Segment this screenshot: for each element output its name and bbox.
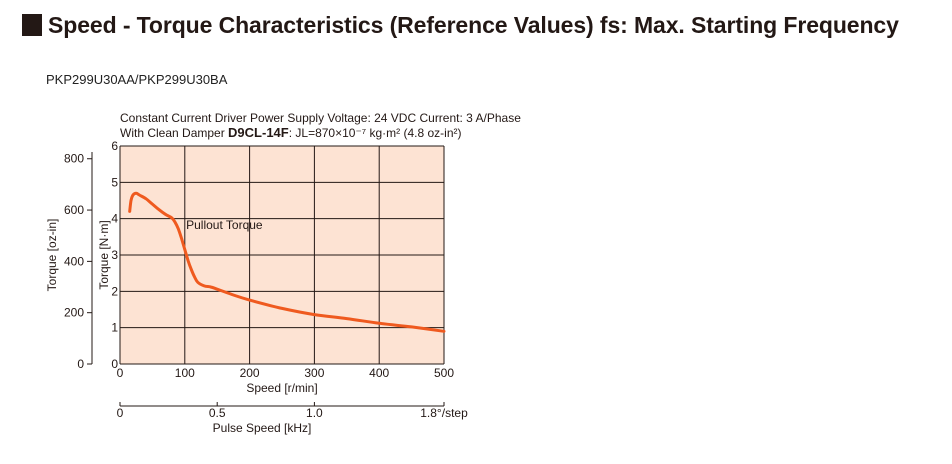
y-tick-label-nm: 1 (111, 321, 118, 335)
title-square-icon (22, 14, 42, 36)
series-label-pullout-torque: Pullout Torque (186, 218, 263, 232)
y-tick-label-nm: 0 (111, 357, 118, 371)
x-tick-label-pulse: 0 (117, 406, 124, 420)
y-tick-label-ozin: 800 (64, 152, 84, 166)
y-tick-label-nm: 5 (111, 175, 118, 189)
y-axis-label-ozin: Torque [oz-in] (45, 219, 59, 292)
x-tick-label-pulse: 0.5 (209, 406, 226, 420)
conditions-prefix: With Clean Damper (120, 126, 228, 140)
y-tick-label-nm: 3 (111, 248, 118, 262)
section-title: Speed - Torque Characteristics (Referenc… (22, 9, 899, 41)
y-axis-label-nm: Torque [N·m] (97, 220, 111, 289)
model-name: PKP299U30AA/PKP299U30BA (46, 72, 228, 87)
title-text: Speed - Torque Characteristics (Referenc… (48, 11, 899, 38)
x-tick-label-speed: 200 (240, 366, 260, 380)
x-tick-label-speed: 0 (117, 366, 124, 380)
y-tick-label-nm: 2 (111, 284, 118, 298)
conditions-line-2: With Clean Damper D9CL-14F: JL=870×10⁻⁷ … (120, 125, 461, 140)
damper-model: D9CL-14F (228, 125, 289, 140)
conditions-suffix: : JL=870×10⁻⁷ kg·m² (4.8 oz-in²) (289, 126, 462, 140)
x-tick-label-speed: 300 (304, 366, 324, 380)
conditions-line-1: Constant Current Driver Power Supply Vol… (120, 111, 521, 125)
x-tick-label-speed: 500 (434, 366, 454, 380)
x-tick-label-speed: 400 (369, 366, 389, 380)
x-axis-label-speed: Speed [r/min] (246, 381, 317, 395)
x-axis-label-pulse: Pulse Speed [kHz] (213, 421, 312, 435)
y-tick-label-ozin: 600 (64, 203, 84, 217)
y-tick-label-ozin: 400 (64, 254, 84, 268)
pulse-step-label: 1.8°/step (420, 406, 468, 420)
y-tick-label-nm: 4 (111, 212, 118, 226)
x-tick-label-pulse: 1.0 (306, 406, 323, 420)
y-tick-label-ozin: 0 (77, 357, 84, 371)
x-tick-label-speed: 100 (175, 366, 195, 380)
y-tick-label-nm: 6 (111, 139, 118, 153)
y-tick-label-ozin: 200 (64, 306, 84, 320)
series-line-pullout-torque (128, 191, 446, 333)
